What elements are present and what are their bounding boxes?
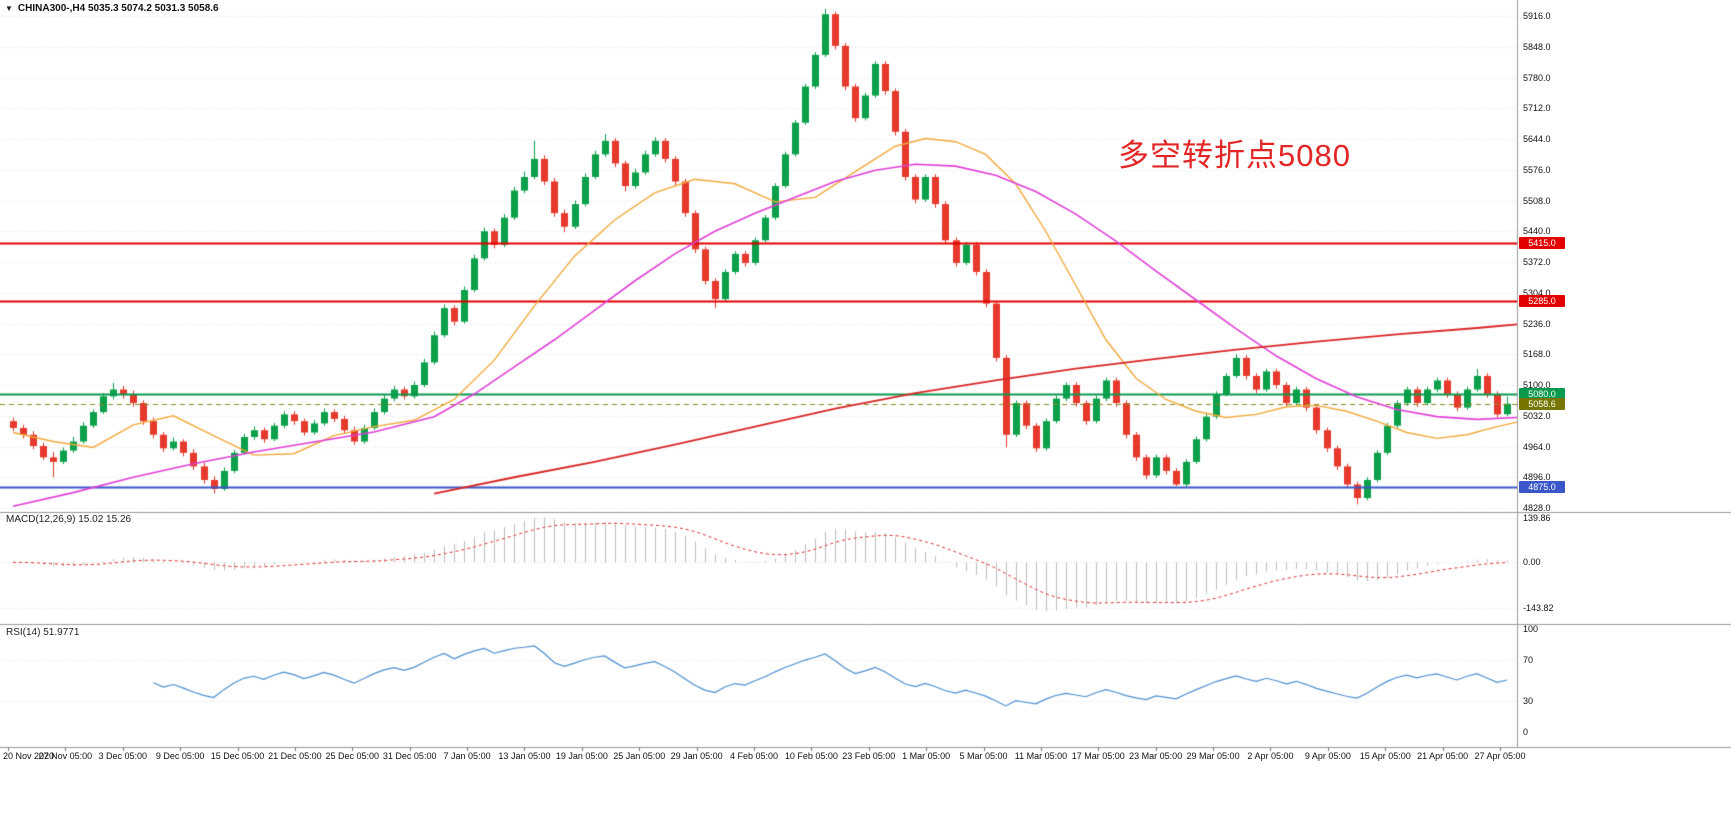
macd-title: MACD(12,26,9) 15.02 15.26 xyxy=(6,514,132,525)
collapse-icon[interactable]: ▼ xyxy=(5,4,13,13)
symbol-title-text: CHINA300-,H4 5035.3 5074.2 5031.3 5058.6 xyxy=(17,3,219,14)
symbol-title: ▼ CHINA300-,H4 5035.3 5074.2 5031.3 5058… xyxy=(5,3,219,14)
annotation-text: 多空转折点5080 xyxy=(1118,138,1351,173)
rsi-title: RSI(14) 51.9771 xyxy=(6,627,80,638)
